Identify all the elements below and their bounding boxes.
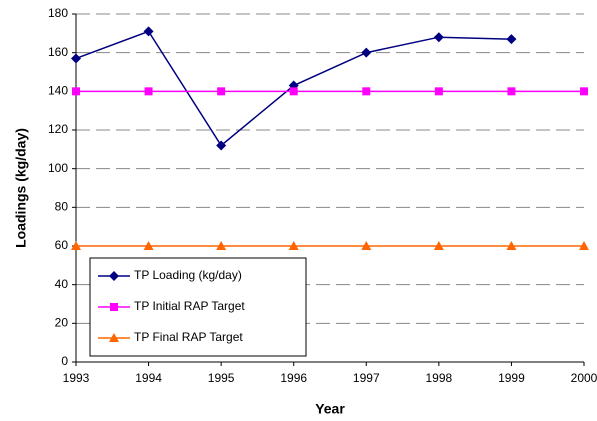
legend-marker xyxy=(109,271,119,281)
marker xyxy=(361,47,372,58)
marker xyxy=(144,87,153,96)
x-axis-title: Year xyxy=(315,401,345,417)
legend-label: TP Loading (kg/day) xyxy=(134,268,242,282)
marker xyxy=(361,241,372,250)
marker xyxy=(143,26,154,37)
x-tick-label: 2000 xyxy=(571,371,597,385)
y-tick-label: 60 xyxy=(55,238,69,252)
marker xyxy=(216,140,227,151)
marker xyxy=(72,87,80,96)
marker xyxy=(506,241,517,250)
y-tick-label: 0 xyxy=(61,354,68,368)
y-tick-label: 100 xyxy=(48,161,68,175)
y-tick-label: 140 xyxy=(48,84,68,98)
y-tick-label: 40 xyxy=(55,277,69,291)
y-tick-label: 180 xyxy=(48,6,68,20)
marker xyxy=(434,87,443,96)
legend-label: TP Initial RAP Target xyxy=(134,299,245,313)
marker xyxy=(71,241,81,250)
y-tick-label: 160 xyxy=(48,45,68,59)
marker xyxy=(433,32,444,43)
marker xyxy=(289,87,298,96)
x-tick-label: 1994 xyxy=(135,371,162,385)
marker xyxy=(216,241,227,250)
y-axis-title: Loadings (kg/day) xyxy=(13,128,29,248)
x-tick-label: 1998 xyxy=(426,371,453,385)
y-tick-label: 20 xyxy=(55,316,69,330)
marker xyxy=(143,241,154,250)
legend-marker xyxy=(110,303,118,311)
y-tick-label: 80 xyxy=(55,200,69,214)
marker xyxy=(217,87,226,96)
x-tick-label: 1997 xyxy=(353,371,380,385)
marker xyxy=(362,87,371,96)
marker xyxy=(71,53,81,64)
marker xyxy=(579,241,589,250)
marker xyxy=(507,87,516,96)
marker xyxy=(433,241,444,250)
marker xyxy=(288,241,299,250)
x-tick-label: 1993 xyxy=(63,371,90,385)
marker xyxy=(506,34,517,45)
legend-marker xyxy=(109,333,119,342)
legend-label: TP Final RAP Target xyxy=(134,330,243,344)
x-tick-label: 1995 xyxy=(208,371,235,385)
x-tick-label: 1996 xyxy=(280,371,307,385)
marker xyxy=(580,87,588,96)
y-tick-label: 120 xyxy=(48,122,68,136)
x-tick-label: 1999 xyxy=(498,371,525,385)
